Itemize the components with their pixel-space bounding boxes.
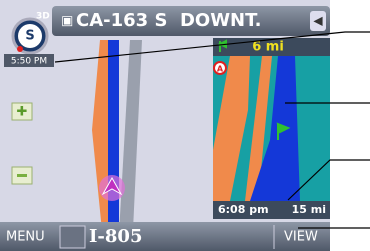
remaining-distance: 15 mi — [292, 203, 326, 216]
compass-heading: S — [25, 29, 34, 44]
menu-button[interactable]: MENU — [6, 230, 45, 245]
view-button[interactable]: VIEW — [284, 230, 318, 245]
gps-screen: ✚ ▣ CA-163 S DOWNT. ◀ 3D S 5:50 PM 6 mi … — [0, 0, 370, 251]
footer-bar — [0, 222, 330, 251]
marker-label: A — [217, 65, 224, 74]
poi-symbol: ✚ — [17, 105, 28, 120]
current-road: I-805 — [89, 226, 142, 247]
next-distance: 6 mi — [252, 40, 284, 55]
compass-needle — [17, 46, 23, 52]
route — [108, 40, 119, 251]
poi-symbol — [17, 174, 27, 177]
street-icon: ▣ — [61, 14, 73, 29]
clock: 5:50 PM — [11, 57, 47, 67]
street-name: CA-163 S DOWNT. — [76, 10, 262, 31]
arrival-time: 6:08 pm — [218, 203, 269, 216]
road-icon — [60, 226, 85, 248]
speaker-icon: ◀ — [313, 14, 323, 28]
